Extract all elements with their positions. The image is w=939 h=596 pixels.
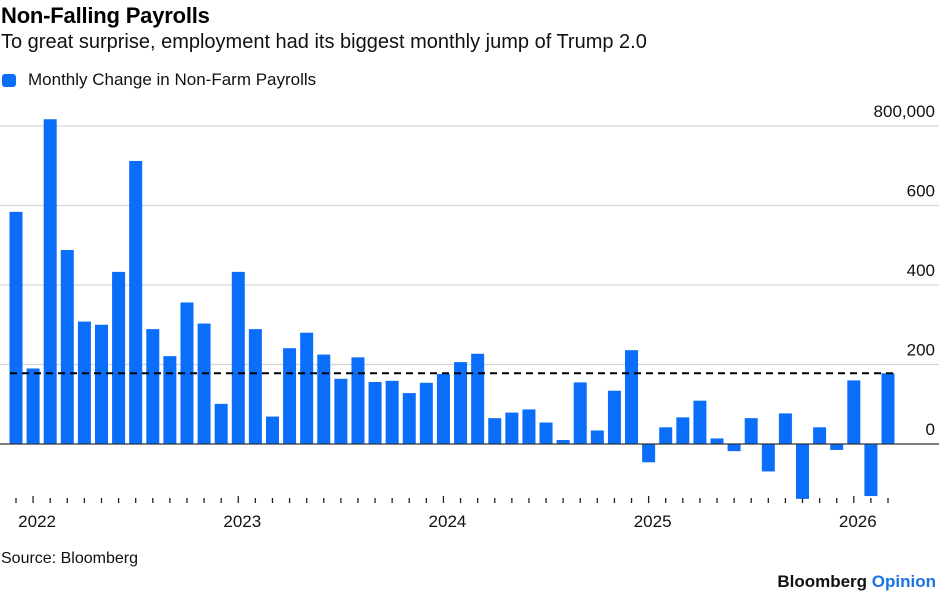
x-tick-label: 2023 — [223, 512, 261, 531]
bar — [488, 418, 502, 444]
bar — [180, 302, 194, 444]
x-tick-label: 2026 — [839, 512, 877, 531]
source-note: Source: Bloomberg — [1, 550, 138, 567]
bar — [778, 413, 792, 444]
bar — [43, 119, 57, 445]
bar — [112, 271, 126, 444]
bar — [26, 368, 40, 444]
bar — [77, 321, 91, 444]
bar — [522, 409, 536, 444]
bar — [283, 348, 297, 444]
bar — [60, 250, 74, 444]
bar — [505, 412, 519, 444]
x-axis-labels: 2022 2023 2024 2025 2026 — [18, 512, 877, 531]
bar — [385, 380, 399, 444]
chart-title: Non-Falling Payrolls — [1, 3, 210, 28]
bar — [744, 418, 758, 444]
legend: Monthly Change in Non-Farm Payrolls — [2, 70, 316, 90]
bar — [642, 444, 656, 463]
bar — [556, 440, 570, 444]
bar — [625, 350, 639, 444]
bar — [881, 373, 895, 444]
bar — [129, 160, 143, 445]
brand-secondary: Opinion — [871, 572, 936, 591]
bar — [710, 438, 724, 444]
bar — [402, 393, 416, 444]
bar — [864, 444, 878, 497]
bar — [146, 329, 160, 444]
bar — [368, 381, 382, 444]
bar — [607, 390, 621, 444]
bar — [436, 374, 450, 444]
bar — [351, 357, 365, 444]
bar — [813, 427, 827, 444]
bar — [419, 382, 433, 444]
bar — [94, 324, 108, 444]
bar — [830, 444, 844, 450]
bar — [539, 422, 553, 444]
gridlines — [0, 125, 939, 366]
y-tick-label: 400 — [907, 261, 935, 280]
bar — [197, 323, 211, 444]
bar — [676, 417, 690, 444]
brand-primary: Bloomberg — [777, 572, 868, 591]
bar — [214, 403, 228, 444]
y-tick-label: 200 — [907, 341, 935, 360]
bar — [796, 444, 810, 499]
legend-label: Monthly Change in Non-Farm Payrolls — [28, 70, 317, 89]
x-tick-label: 2022 — [18, 512, 56, 531]
y-tick-label: 0 — [926, 420, 935, 439]
bars — [9, 119, 895, 499]
bar — [471, 353, 485, 444]
bar — [163, 356, 177, 444]
bar — [248, 329, 262, 444]
chart-subtitle: To great surprise, employment had its bi… — [1, 31, 647, 53]
x-tick-label: 2025 — [634, 512, 672, 531]
x-axis-ticks — [15, 496, 889, 503]
bar — [659, 427, 673, 444]
y-axis-labels: 0 200 400 600 800,000 — [874, 102, 935, 439]
bar — [761, 444, 775, 472]
bar — [847, 380, 861, 444]
bar — [693, 400, 707, 444]
legend-swatch — [2, 73, 16, 87]
bar — [334, 378, 348, 444]
bar — [590, 430, 604, 444]
bar — [317, 354, 331, 444]
bar — [454, 362, 468, 444]
brand-logo: Bloomberg Opinion — [777, 572, 936, 592]
y-tick-label: 600 — [907, 182, 935, 201]
bar — [265, 416, 279, 444]
bar — [573, 382, 587, 444]
bar — [9, 211, 23, 444]
bar — [727, 444, 741, 452]
bar — [231, 271, 245, 444]
x-tick-label: 2024 — [429, 512, 467, 531]
bar — [300, 332, 314, 444]
y-tick-label: 800,000 — [874, 102, 935, 121]
